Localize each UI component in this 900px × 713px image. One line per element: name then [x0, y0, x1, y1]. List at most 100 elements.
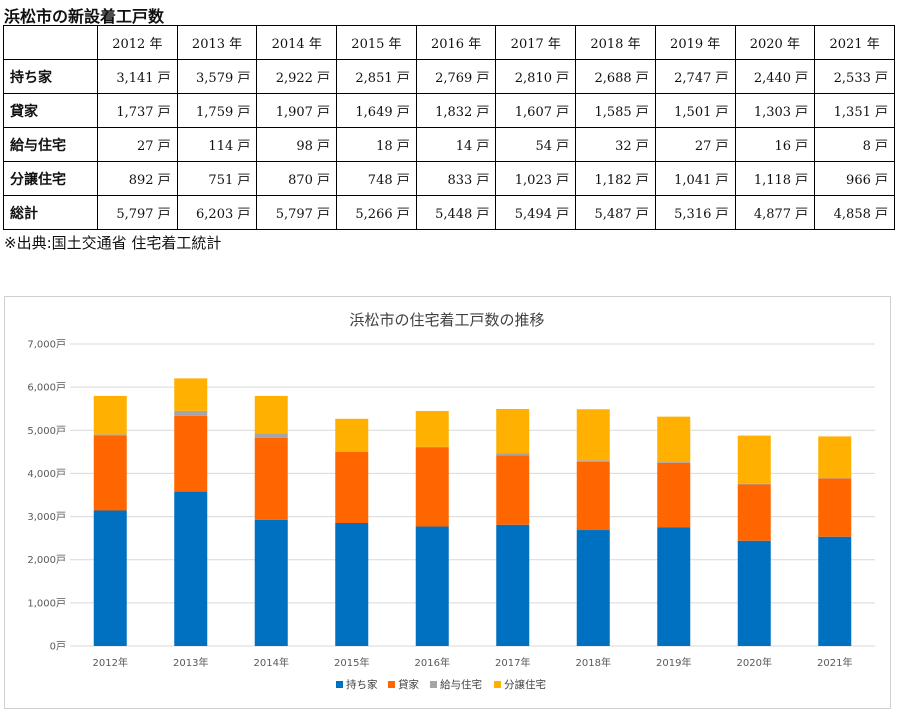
- header-cell: 2013 年: [176, 25, 258, 60]
- bar-segment: [415, 446, 449, 448]
- table-cell: 3,579 戸: [176, 59, 258, 94]
- bar-segment: [174, 491, 208, 646]
- x-tick-label: 2017年: [495, 656, 530, 669]
- row-label: 持ち家: [3, 59, 98, 94]
- table-cell: 2,533 戸: [814, 59, 895, 94]
- chart-canvas: 浜松市の住宅着工戸数の推移 0戸 1,000戸 2,000戸 3,000戸 4,000戸…: [27, 311, 875, 691]
- chart-title: 浜松市の住宅着工戸数の推移: [349, 311, 544, 329]
- bar-segment: [657, 461, 691, 463]
- table-cell: 870 戸: [256, 161, 338, 196]
- bar-segment: [576, 461, 610, 531]
- table-cell: 98 戸: [256, 127, 338, 162]
- table-cell: 114 戸: [176, 127, 258, 162]
- table-cell: 1,118 戸: [734, 161, 816, 196]
- table-cell: 1,501 戸: [654, 93, 736, 128]
- bar-segment: [174, 378, 208, 411]
- table-cell: 5,448 戸: [415, 195, 497, 230]
- bar-segment: [576, 530, 610, 646]
- stacked-bar-chart: 浜松市の住宅着工戸数の推移 0戸 1,000戸 2,000戸 3,000戸 4,000戸…: [4, 296, 891, 709]
- bar-segment: [818, 536, 852, 646]
- table-row: 給与住宅 27 戸 114 戸 98 戸 18 戸 14 戸 54 戸 32 戸 27 戸 16 …: [3, 127, 895, 162]
- table-cell: 1,607 戸: [495, 93, 577, 128]
- table-cell: 5,266 戸: [336, 195, 417, 230]
- table-cell: 833 戸: [415, 161, 497, 196]
- bar-segment: [415, 526, 449, 646]
- table-cell: 6,203 戸: [176, 195, 258, 230]
- row-label: 給与住宅: [3, 127, 98, 162]
- table-cell: 1,737 戸: [97, 93, 178, 128]
- source-note: ※出典:国土交通省 住宅着工統計: [4, 234, 222, 252]
- table-cell: 748 戸: [336, 161, 417, 196]
- table-cell: 1,832 戸: [415, 93, 497, 128]
- legend-label: 給与住宅: [440, 678, 482, 691]
- y-tick-label: 1,000戸: [27, 597, 66, 609]
- bar-segment: [254, 519, 288, 646]
- bar-segment: [415, 447, 449, 527]
- table-cell: 892 戸: [97, 161, 178, 196]
- x-tick-label: 2019年: [656, 656, 691, 669]
- y-tick-label: 3,000戸: [27, 511, 66, 523]
- y-tick-label: 6,000戸: [27, 382, 66, 394]
- legend-label: 貸家: [398, 678, 419, 691]
- header-cell: 2014 年: [256, 25, 338, 60]
- table-cell: 1,303 戸: [734, 93, 816, 128]
- table-cell: 1,585 戸: [575, 93, 656, 128]
- table-row: 貸家 1,737 戸 1,759 戸 1,907 戸 1,649 戸 1,832 戸 1,6…: [3, 93, 895, 128]
- bar-segment: [496, 408, 530, 454]
- row-label: 分譲住宅: [3, 161, 98, 196]
- bar-segment: [174, 410, 208, 416]
- table-header-row: 2012 年 2013 年 2014 年 2015 年 2016 年 2017 …: [3, 25, 895, 60]
- table-cell: 1,759 戸: [176, 93, 258, 128]
- table-row: 分譲住宅 892 戸 751 戸 870 戸 748 戸 833 戸 1,023 戸 1,18…: [3, 161, 895, 196]
- x-tick-label: 2015年: [334, 656, 369, 669]
- bar-segment: [93, 395, 127, 435]
- table-cell: 14 戸: [415, 127, 497, 162]
- bar-segment: [737, 483, 771, 485]
- bar-segment: [93, 435, 127, 511]
- x-tick-label: 2014年: [254, 656, 289, 669]
- table-cell: 2,922 戸: [256, 59, 338, 94]
- row-label: 総計: [3, 195, 98, 230]
- table-cell: 27 戸: [97, 127, 178, 162]
- bar-segment: [496, 455, 530, 525]
- bar-segment: [737, 540, 771, 646]
- legend-label: 持ち家: [346, 678, 378, 691]
- table-cell: 8 戸: [814, 127, 895, 162]
- x-tick-label: 2021年: [817, 656, 852, 669]
- bar-segment: [335, 451, 369, 452]
- bar-segment: [657, 527, 691, 646]
- bar-segment: [818, 436, 852, 479]
- header-cell: 2020 年: [734, 25, 816, 60]
- table-cell: 2,851 戸: [336, 59, 417, 94]
- bar-segment: [93, 434, 127, 436]
- y-tick-label: 7,000戸: [27, 339, 66, 351]
- y-tick-label: 0戸: [50, 641, 66, 653]
- table-row: 総計 5,797 戸 6,203 戸 5,797 戸 5,266 戸 5,448 戸 5,4…: [3, 195, 895, 230]
- bar-segment: [254, 395, 288, 434]
- table-cell: 4,877 戸: [734, 195, 816, 230]
- legend-swatch: [336, 681, 343, 688]
- table-cell: 4,858 戸: [814, 195, 895, 230]
- table-cell: 2,810 戸: [495, 59, 577, 94]
- bar-segment: [174, 415, 208, 492]
- table-cell: 3,141 戸: [97, 59, 178, 94]
- bar-segment: [496, 453, 530, 456]
- legend-swatch: [388, 681, 395, 688]
- x-tick-label: 2018年: [576, 656, 611, 669]
- table-cell: 1,649 戸: [336, 93, 417, 128]
- bar-segment: [254, 437, 288, 520]
- row-label: 貸家: [3, 93, 98, 128]
- header-cell: [3, 25, 98, 60]
- table-title: 浜松市の新設着工戸数: [4, 7, 165, 26]
- y-tick-label: 2,000戸: [27, 554, 66, 566]
- table-cell: 2,747 戸: [654, 59, 736, 94]
- table-cell: 1,182 戸: [575, 161, 656, 196]
- table-cell: 1,907 戸: [256, 93, 338, 128]
- header-cell: 2019 年: [654, 25, 736, 60]
- table-row: 持ち家 3,141 戸 3,579 戸 2,922 戸 2,851 戸 2,769 戸 2,…: [3, 59, 895, 94]
- x-tick-label: 2020年: [737, 656, 772, 669]
- table-cell: 54 戸: [495, 127, 577, 162]
- table-cell: 5,487 戸: [575, 195, 656, 230]
- table-cell: 1,023 戸: [495, 161, 577, 196]
- table-cell: 5,494 戸: [495, 195, 577, 230]
